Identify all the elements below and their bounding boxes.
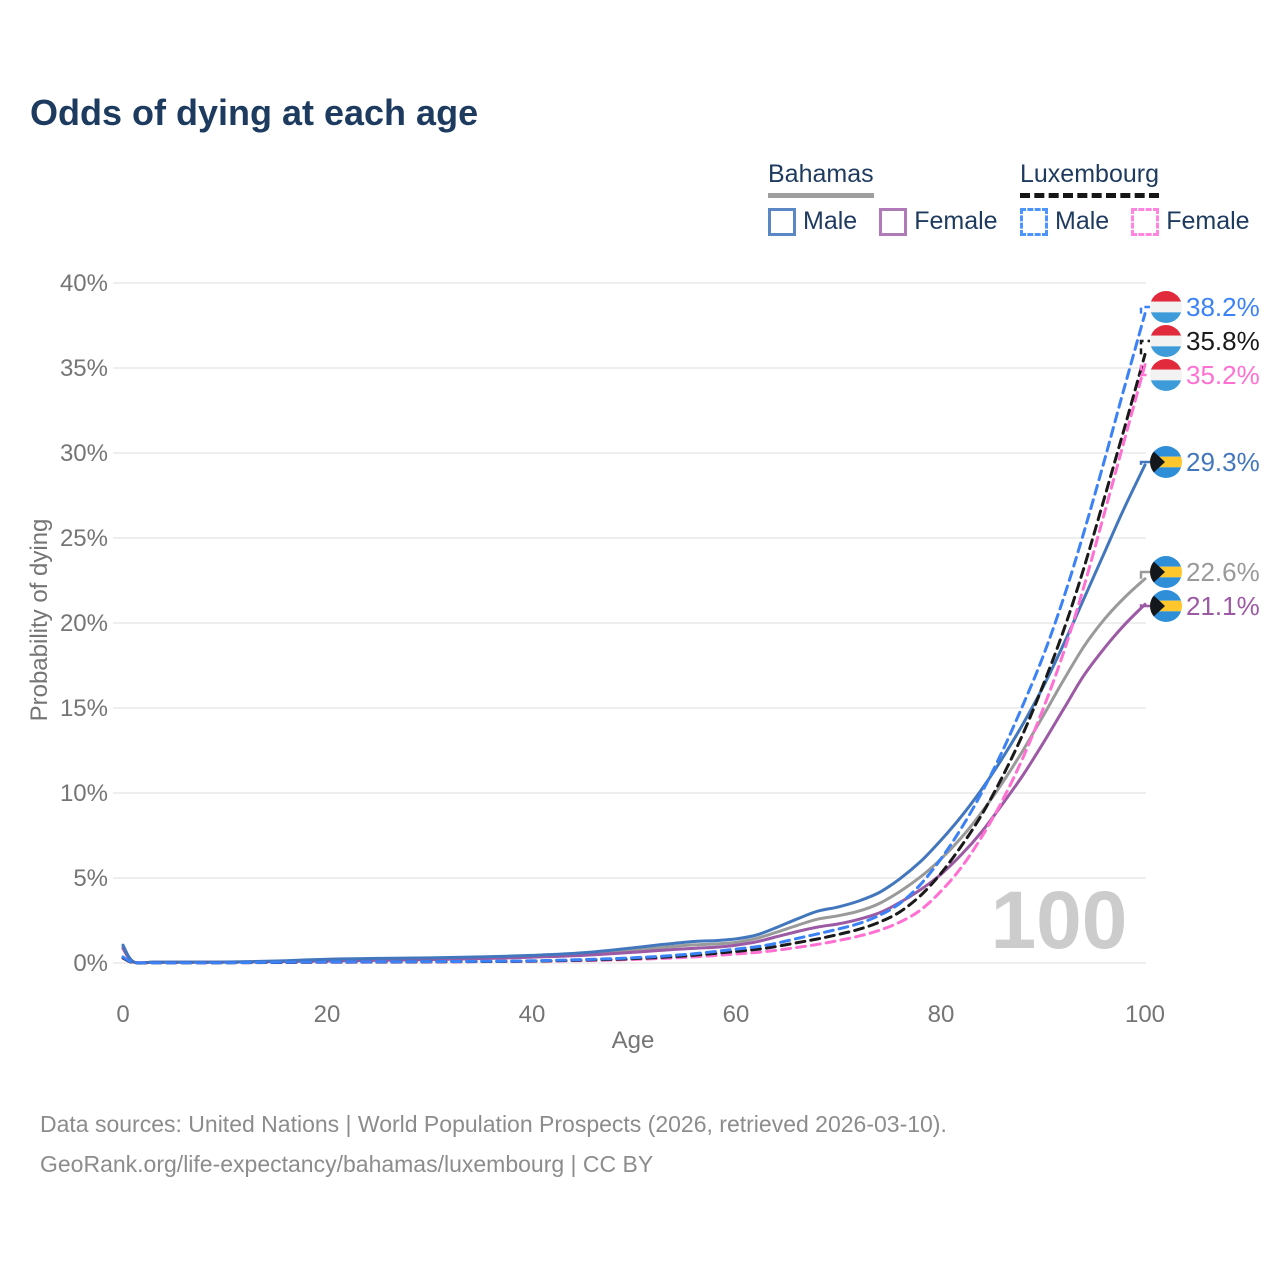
x-tick-20: 20 bbox=[314, 1001, 341, 1028]
end-label-connector bbox=[1139, 339, 1150, 355]
x-tick-60: 60 bbox=[723, 1001, 750, 1028]
y-tick-0: 0% bbox=[73, 950, 108, 977]
luxembourg-flag-icon bbox=[1150, 359, 1182, 391]
legend-label-luxembourg-male: Male bbox=[1055, 207, 1110, 235]
bahamas-male-swatch-icon bbox=[768, 207, 796, 236]
series-line-luxembourg-male bbox=[121, 312, 1147, 965]
luxembourg-flag-icon bbox=[1150, 325, 1182, 357]
end-label-luxembourg-female: 35.2% bbox=[1186, 360, 1260, 390]
x-axis-title: Age bbox=[612, 1027, 655, 1054]
end-label-connector bbox=[1139, 305, 1150, 314]
footer: Data sources: United Nations | World Pop… bbox=[40, 1104, 1240, 1184]
legend-group-luxembourg: Luxembourg Male Female bbox=[1020, 160, 1272, 236]
legend: Bahamas Male Female Luxembourg Male Fema… bbox=[0, 160, 1280, 240]
legend-label-bahamas-male: Male bbox=[803, 207, 858, 235]
luxembourg-female-swatch-icon bbox=[1131, 207, 1160, 236]
footer-attribution: GeoRank.org/life-expectancy/bahamas/luxe… bbox=[40, 1151, 654, 1177]
y-axis-title: Probability of dying bbox=[26, 519, 53, 722]
x-tick-40: 40 bbox=[519, 1001, 546, 1028]
legend-group-bahamas: Bahamas Male Female bbox=[768, 160, 1020, 236]
y-tick-25: 25% bbox=[60, 525, 108, 552]
legend-row-luxembourg: Male Female bbox=[1020, 207, 1272, 236]
flag-icons bbox=[1150, 291, 1182, 622]
series-line-bahamas-female bbox=[121, 602, 1147, 965]
y-tick-35: 35% bbox=[60, 355, 108, 382]
end-label-bahamas-total: 22.6% bbox=[1186, 557, 1260, 587]
end-label-bahamas-male: 29.3% bbox=[1186, 447, 1260, 477]
y-tick-30: 30% bbox=[60, 440, 108, 467]
y-tick-40: 40% bbox=[60, 270, 108, 297]
series-line-bahamas-male bbox=[121, 463, 1147, 965]
end-label-connector bbox=[1139, 604, 1150, 608]
luxembourg-flag-icon bbox=[1150, 291, 1182, 323]
end-label-connector bbox=[1139, 364, 1150, 377]
end-label-connector bbox=[1139, 570, 1150, 579]
luxembourg-male-swatch-icon bbox=[1020, 207, 1048, 236]
footer-data-sources: Data sources: United Nations | World Pop… bbox=[40, 1111, 947, 1137]
legend-header-luxembourg: Luxembourg bbox=[1020, 160, 1159, 198]
watermark-age: 100 bbox=[991, 875, 1128, 966]
series-line-luxembourg bbox=[121, 352, 1147, 965]
bahamas-female-swatch-icon bbox=[879, 207, 908, 236]
bahamas-flag-icon bbox=[1150, 590, 1182, 622]
y-tick-10: 10% bbox=[60, 780, 108, 807]
y-tick-20: 20% bbox=[60, 610, 108, 637]
legend-row-bahamas: Male Female bbox=[768, 207, 1020, 236]
end-label-bahamas-female: 21.1% bbox=[1186, 591, 1260, 621]
series-lines bbox=[121, 312, 1147, 965]
legend-label-luxembourg-female: Female bbox=[1166, 207, 1250, 235]
y-tick-5: 5% bbox=[73, 865, 108, 892]
legend-header-bahamas: Bahamas bbox=[768, 160, 874, 198]
gridlines bbox=[113, 282, 1146, 964]
legend-label-bahamas-female: Female bbox=[914, 207, 998, 235]
end-label-luxembourg-male: 38.2% bbox=[1186, 292, 1260, 322]
y-tick-15: 15% bbox=[60, 695, 108, 722]
end-label-connector bbox=[1139, 460, 1150, 465]
bahamas-flag-icon bbox=[1150, 446, 1182, 478]
x-tick-100: 100 bbox=[1125, 1001, 1165, 1028]
x-tick-0: 0 bbox=[116, 1001, 129, 1028]
end-label-luxembourg-total: 35.8% bbox=[1186, 326, 1260, 356]
page-title: Odds of dying at each age bbox=[30, 92, 479, 133]
label-connectors bbox=[1139, 305, 1150, 608]
series-line-luxembourg-female bbox=[121, 363, 1147, 965]
x-tick-80: 80 bbox=[928, 1001, 955, 1028]
bahamas-flag-icon bbox=[1150, 556, 1182, 588]
